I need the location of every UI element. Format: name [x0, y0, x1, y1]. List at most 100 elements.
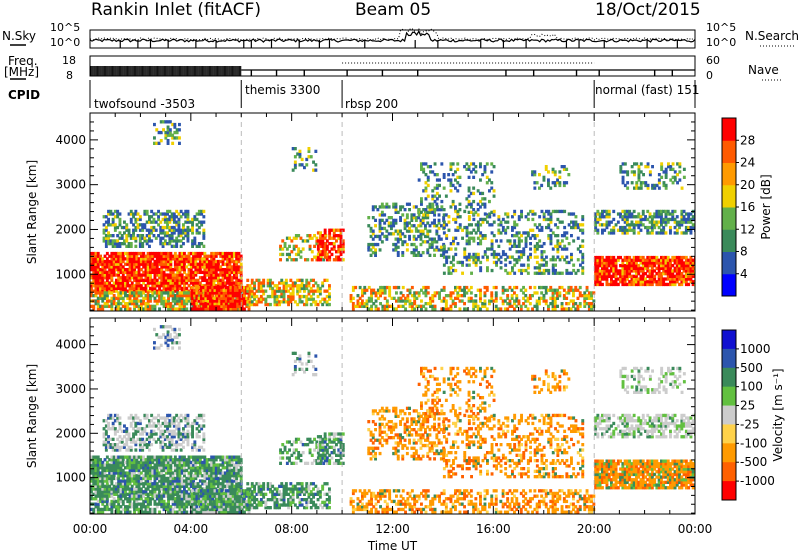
- power-cell: [635, 277, 638, 281]
- power-cell: [538, 173, 541, 177]
- power-cell: [220, 288, 224, 292]
- power-cell: [110, 284, 114, 288]
- power-cell: [682, 209, 686, 214]
- power-cell: [179, 209, 183, 214]
- power-cell: [169, 278, 173, 282]
- power-cell: [396, 237, 400, 241]
- power-cell: [551, 247, 555, 251]
- power-cell: [506, 302, 510, 306]
- power-cell: [476, 220, 480, 224]
- power-cell: [221, 268, 225, 272]
- power-cell: [163, 225, 167, 230]
- power-cell: [142, 302, 146, 306]
- power-cell: [94, 286, 98, 291]
- power-cell: [395, 291, 398, 295]
- power-cell: [195, 217, 199, 222]
- power-cell: [169, 259, 173, 264]
- power-cell: [209, 291, 212, 295]
- power-cell: [680, 264, 684, 268]
- power-cell: [632, 266, 636, 270]
- power-cell: [185, 278, 189, 282]
- power-cell: [623, 280, 627, 284]
- power-cell: [198, 251, 202, 256]
- power-cell: [380, 213, 384, 217]
- power-cell: [657, 231, 661, 235]
- power-cell: [101, 268, 105, 272]
- power-cell: [506, 288, 510, 292]
- power-cell: [641, 261, 645, 265]
- power-cell: [120, 236, 124, 240]
- power-cell: [128, 268, 132, 272]
- power-cell: [203, 278, 207, 282]
- power-cell: [172, 215, 176, 219]
- power-cell: [92, 273, 96, 277]
- power-cell: [413, 307, 417, 311]
- power-cell: [476, 225, 480, 230]
- power-cell: [189, 278, 193, 282]
- power-cell: [142, 286, 146, 291]
- power-cell: [171, 278, 175, 282]
- power-cell: [511, 244, 514, 248]
- power-cell: [646, 217, 650, 222]
- power-cell: [563, 247, 567, 251]
- power-cell: [104, 236, 108, 240]
- power-cell: [563, 244, 567, 248]
- power-cell: [90, 286, 93, 291]
- power-cell: [90, 304, 93, 308]
- power-cell: [381, 291, 385, 295]
- power-cell: [476, 236, 480, 240]
- power-cell: [231, 302, 235, 306]
- power-cell: [675, 269, 679, 273]
- power-cell: [169, 254, 173, 258]
- power-cell: [410, 229, 414, 233]
- velocity-cell: [94, 492, 98, 496]
- power-cell: [363, 285, 367, 290]
- power-cell: [169, 302, 173, 306]
- power-cell: [503, 288, 507, 292]
- velocity-cell: [115, 482, 118, 486]
- power-cell: [103, 289, 107, 293]
- power-cell: [422, 170, 426, 174]
- power-cell: [341, 228, 345, 232]
- power-cell: [186, 236, 190, 240]
- power-cell: [92, 251, 96, 256]
- power-cell: [567, 291, 571, 295]
- power-cell: [676, 173, 679, 177]
- power-cell: [308, 244, 312, 248]
- velocity-cell: [139, 487, 143, 491]
- power-cell: [315, 258, 319, 262]
- power-cell: [490, 181, 494, 185]
- power-cell: [664, 217, 668, 222]
- power-cell: [92, 294, 96, 298]
- velocity-cell: [142, 458, 146, 462]
- power-cell: [210, 262, 214, 266]
- power-cell: [351, 307, 355, 311]
- power-cell: [129, 244, 133, 248]
- power-cell: [164, 304, 168, 308]
- power-cell: [206, 307, 210, 311]
- power-cell: [224, 291, 228, 295]
- power-cell: [285, 252, 289, 257]
- power-cell: [581, 239, 585, 243]
- power-cell: [169, 294, 173, 298]
- power-cell: [116, 244, 120, 248]
- power-cell: [476, 255, 480, 259]
- power-cell: [542, 263, 546, 267]
- power-cell: [178, 128, 181, 132]
- power-cell: [240, 307, 244, 311]
- power-cell: [637, 170, 641, 174]
- velocity-cell: [112, 476, 116, 481]
- power-cell: [632, 280, 636, 284]
- power-cell: [440, 162, 444, 166]
- power-cell: [226, 254, 229, 258]
- power-cell: [235, 251, 239, 256]
- power-cell: [504, 220, 508, 224]
- power-cell: [607, 212, 611, 216]
- power-cell: [146, 254, 150, 258]
- power-cell: [293, 155, 297, 159]
- power-cell: [279, 244, 282, 248]
- power-cell: [351, 285, 355, 290]
- power-cell: [675, 277, 679, 281]
- power-cell: [648, 277, 652, 281]
- power-cell: [243, 285, 246, 290]
